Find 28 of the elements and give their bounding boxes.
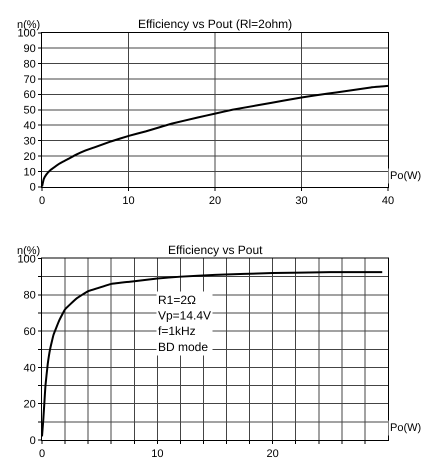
- x-tick-label: 0: [38, 195, 46, 207]
- y-tick-label: 60: [24, 326, 36, 338]
- x-axis-title: Po(W): [390, 170, 422, 182]
- x-tick-label: 20: [208, 195, 222, 207]
- chart-title: Efficiency vs Pout: [168, 243, 264, 257]
- y-tick-label: 80: [24, 290, 36, 302]
- x-tick-label: 10: [122, 195, 135, 207]
- annotation: R1=2Ω Vp=14.4V f=1kHz BD mode: [158, 293, 212, 354]
- chart-title: Efficiency vs Pout (Rl=2ohm): [138, 17, 292, 31]
- y-tick-label: 50: [24, 104, 36, 117]
- x-axis-title: Po(W): [390, 422, 422, 434]
- y-tick-label: 10: [24, 166, 36, 178]
- y-tick-label: 20: [24, 398, 36, 411]
- y-tick-label: 20: [24, 150, 36, 163]
- y-tick-label: 80: [24, 58, 36, 70]
- x-tick-label: 10: [151, 448, 164, 460]
- x-tick-label: 40: [382, 195, 394, 207]
- x-tick-label: 20: [266, 448, 279, 460]
- y-tick-label: 0: [30, 434, 36, 447]
- y-tick-label: 0: [30, 182, 36, 194]
- y-tick-label: 70: [24, 74, 36, 86]
- x-tick-label: 30: [295, 195, 308, 207]
- y-tick-label: 90: [24, 43, 36, 56]
- y-tick-label: 40: [24, 362, 36, 374]
- x-tick-label: 0: [38, 448, 46, 460]
- y-tick-label: 30: [24, 135, 36, 148]
- y-tick-label: 40: [24, 120, 36, 132]
- y-tick-label: 60: [24, 89, 36, 102]
